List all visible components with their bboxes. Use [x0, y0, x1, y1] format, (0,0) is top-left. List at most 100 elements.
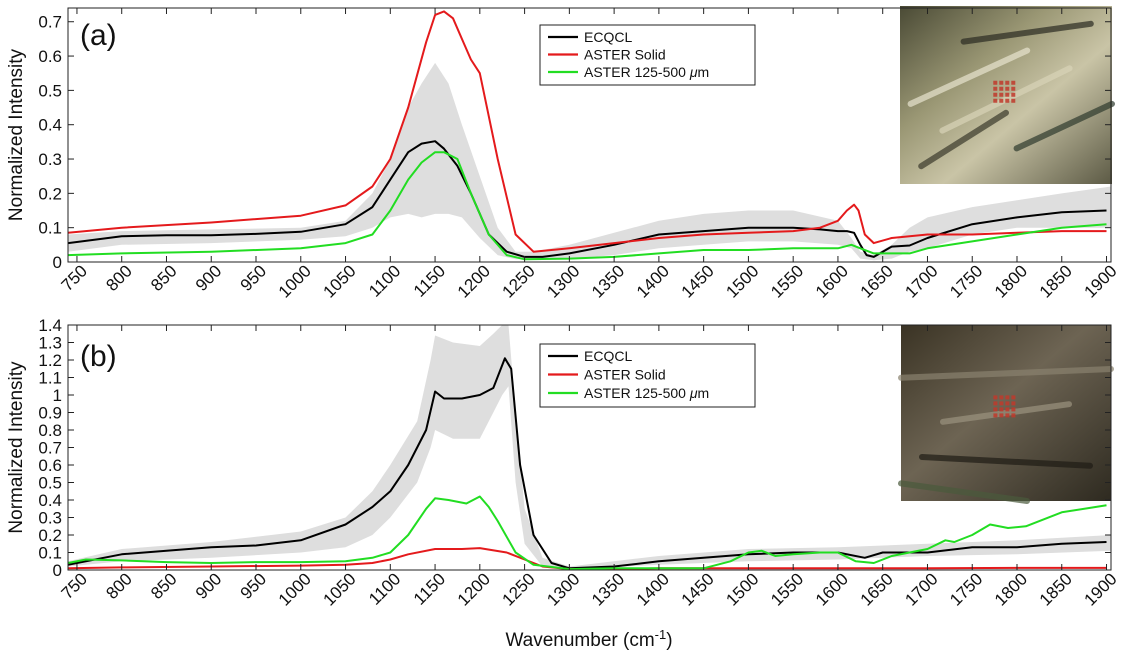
sample-point [1005, 80, 1010, 85]
x-tick-label: 1850 [1036, 261, 1076, 301]
x-tick-label: 900 [192, 261, 225, 294]
x-tick-label: 900 [192, 569, 225, 602]
x-tick-label: 750 [58, 261, 91, 294]
sample-point [1011, 395, 1016, 400]
sample-point [999, 401, 1004, 406]
sample-point [1005, 407, 1010, 412]
y-tick-label: 0.5 [38, 474, 62, 493]
y-tick-label: 1.2 [38, 351, 62, 370]
x-tick-label: 1650 [857, 261, 897, 301]
x-tick-label: 1500 [722, 261, 762, 301]
x-tick-label: 1750 [946, 569, 986, 609]
x-tick-label: 1350 [588, 569, 628, 609]
x-tick-label: 1150 [410, 261, 449, 300]
y-axis-label: Normalized Intensity [6, 48, 27, 221]
y-tick-label: 1.3 [38, 334, 62, 353]
chart-panel-b: 00.10.20.30.40.50.60.70.80.911.11.21.31.… [6, 316, 1121, 610]
inset-image [898, 325, 1114, 504]
y-tick-label: 0.4 [38, 116, 62, 135]
y-axis-label: Normalized Intensity [6, 361, 27, 534]
uncertainty-band [68, 62, 1111, 261]
sample-point [1011, 401, 1016, 406]
y-tick-label: 0.9 [38, 404, 62, 423]
legend-entry-label: ASTER Solid [584, 47, 666, 63]
legend-entry-label: ECQCL [584, 348, 632, 364]
sample-point [999, 80, 1004, 85]
sample-point [993, 413, 998, 418]
y-tick-label: 0.2 [38, 526, 62, 545]
inset-texture [898, 366, 1114, 381]
inset-texture [919, 454, 1093, 469]
x-tick-label: 1700 [901, 261, 941, 301]
y-tick-label: 0.4 [38, 491, 62, 510]
x-tick-label: 1450 [678, 261, 718, 301]
x-tick-label: 1850 [1036, 569, 1076, 609]
y-tick-label: 0.6 [38, 456, 62, 475]
x-tick-label: 1300 [543, 569, 583, 609]
legend-unit-mu: μ [689, 385, 698, 401]
y-tick-label: 0.3 [38, 150, 62, 169]
sample-point [993, 80, 998, 85]
y-tick-label: 0.1 [38, 219, 62, 238]
inset-image [900, 6, 1115, 184]
x-tick-label: 1200 [454, 569, 494, 609]
x-tick-label: 1250 [499, 261, 539, 301]
x-tick-label: 1400 [633, 261, 673, 301]
sample-point [1005, 98, 1010, 103]
legend-unit-mu: μ [689, 64, 698, 80]
x-tick-label: 1000 [275, 569, 315, 609]
sample-point [999, 86, 1004, 91]
legend-entry-label: ECQCL [584, 29, 632, 45]
sample-point [999, 395, 1004, 400]
x-tick-label: 1700 [901, 569, 941, 609]
y-tick-label: 0.3 [38, 509, 62, 528]
y-tick-label: 0.7 [38, 13, 62, 32]
legend: ECQCL ASTER Solid ASTER 125-500 μm [539, 343, 756, 408]
y-tick-label: 0.2 [38, 184, 62, 203]
series-line-ecqcl [68, 140, 1107, 258]
y-tick-label: 0.5 [38, 81, 62, 100]
x-tick-label: 950 [237, 261, 270, 294]
series-line-ecqcl [68, 357, 1107, 570]
sample-point [993, 86, 998, 91]
sample-point [993, 395, 998, 400]
x-tick-label: 800 [102, 569, 135, 602]
sample-point [1005, 413, 1010, 418]
x-tick-label: 1800 [991, 261, 1031, 301]
sample-point [1011, 86, 1016, 91]
sample-point [1011, 80, 1016, 85]
x-tick-label: 1150 [410, 569, 449, 608]
y-tick-label: 0.6 [38, 47, 62, 66]
y-tick-label: 0.7 [38, 439, 62, 458]
sample-point [1005, 395, 1010, 400]
x-tick-label: 1900 [1080, 261, 1120, 301]
x-tick-label: 1900 [1080, 569, 1120, 609]
x-axis-label-exponent: -1 [655, 627, 667, 642]
sample-point [1005, 401, 1010, 406]
sample-point [1011, 98, 1016, 103]
x-tick-label: 1300 [543, 261, 583, 301]
sample-point [999, 413, 1004, 418]
inset-texture [898, 480, 1030, 504]
y-tick-label: 0.8 [38, 421, 62, 440]
x-tick-label: 1350 [588, 261, 628, 301]
sample-point [1005, 92, 1010, 97]
sample-point [993, 98, 998, 103]
sample-point [1005, 86, 1010, 91]
sample-point [993, 407, 998, 412]
x-tick-label: 1550 [767, 569, 807, 609]
inset-texture [960, 20, 1094, 45]
inset-texture [918, 109, 1009, 170]
x-tick-label: 1100 [365, 569, 404, 608]
x-tick-label: 1650 [857, 569, 897, 609]
y-tick-label: 0.1 [38, 544, 62, 563]
x-tick-label: 1500 [722, 569, 762, 609]
y-tick-label: 0 [53, 561, 62, 580]
x-tick-label: 950 [237, 569, 270, 602]
x-tick-label: 1050 [319, 569, 359, 609]
x-tick-label: 800 [102, 261, 135, 294]
series-line-aster-solid [68, 10, 1107, 253]
x-tick-label: 1600 [812, 261, 852, 301]
x-tick-label: 1250 [499, 569, 539, 609]
y-tick-label: 0 [53, 253, 62, 272]
